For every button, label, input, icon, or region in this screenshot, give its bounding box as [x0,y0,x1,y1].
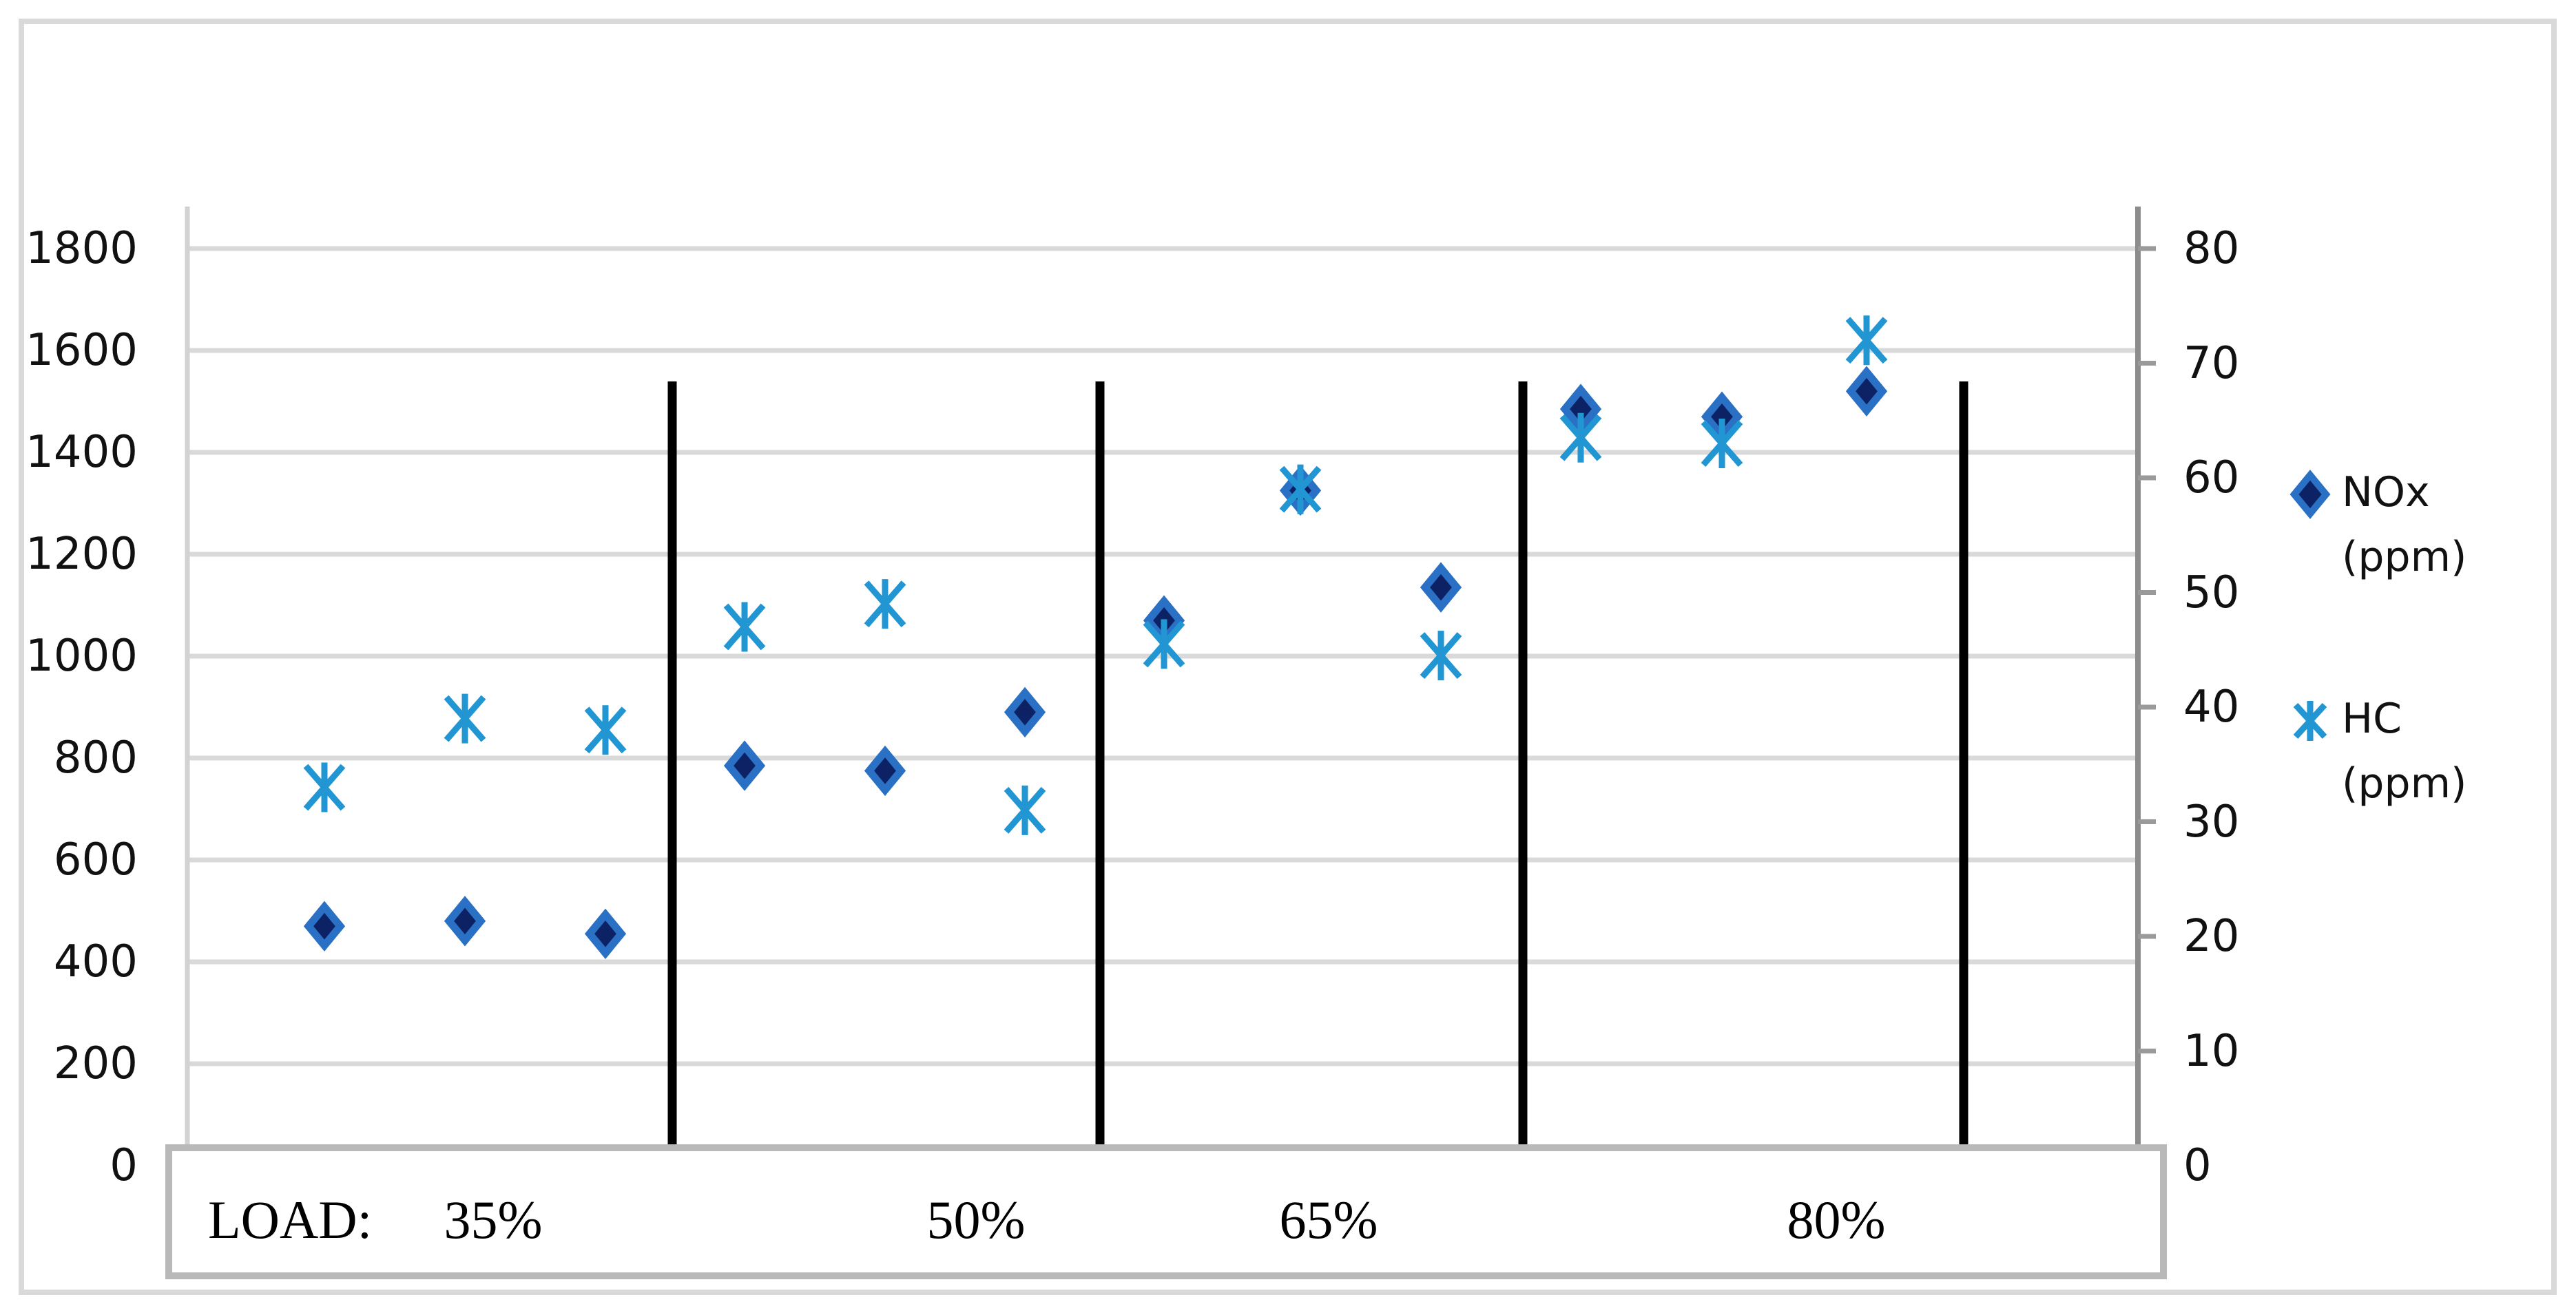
left-axis-tick-label: 1200 [25,529,138,580]
x-axis-category-label: 35% [444,1190,543,1250]
hc-marker [1845,315,1888,366]
hc-marker [1143,619,1185,669]
left-axis-tick-label: 200 [53,1038,138,1089]
hc-marker [1420,631,1462,681]
nox-marker [584,908,627,959]
right-axis-tick-label: 30 [2183,796,2240,848]
left-axis-tick-label: 800 [53,733,138,784]
hc-marker [1701,419,1743,469]
legend-label-hc-line1: HC [2342,695,2402,743]
right-axis-tick-label: 20 [2183,911,2240,962]
right-axis-tick-label: 10 [2183,1025,2240,1077]
right-axis-tick-label: 0 [2183,1140,2212,1191]
legend-item-nox: NOx (ppm) [2284,460,2466,589]
legend-label-hc: HC (ppm) [2342,686,2466,816]
right-axis-tick-label: 60 [2183,452,2240,503]
hc-marker [1559,412,1602,463]
nox-marker [444,896,486,947]
x-axis-prefix: LOAD: [208,1190,373,1250]
right-axis-tick-label: 70 [2183,337,2240,389]
left-axis-tick-label: 1000 [25,631,138,682]
legend-item-hc: HC (ppm) [2284,686,2466,816]
load-label-box [165,1144,2167,1279]
figure-border [19,19,2557,1295]
nox-marker [864,745,906,797]
hc-marker [864,579,906,629]
left-axis-tick-label: 1400 [25,427,138,478]
x-axis-category-label: 50% [926,1190,1026,1250]
hc-marker [303,762,346,812]
left-axis-tick-label: 400 [53,936,138,987]
left-axis-tick-label: 1800 [25,223,138,274]
x-axis-category-label: 80% [1787,1190,1886,1250]
right-axis-tick-label: 80 [2183,223,2240,274]
hc-marker [444,693,486,744]
nox-diamond-icon [2289,470,2331,519]
hc-marker [1004,785,1046,835]
hc-asterisk-icon [2293,701,2327,741]
hc-marker [584,705,627,755]
hc-marker [1279,464,1322,514]
legend-label-hc-line2: (ppm) [2342,759,2467,808]
legend-label-nox: NOx (ppm) [2342,460,2466,589]
nox-marker [1420,562,1462,613]
right-axis-tick-label: 50 [2183,567,2240,618]
hc-marker [723,602,766,652]
left-axis-tick-label: 600 [53,834,138,885]
right-axis-tick-label: 40 [2183,682,2240,733]
nox-marker [1845,366,1888,417]
nox-marker [723,740,766,791]
nox-marker [1004,686,1046,738]
x-axis-category-label: 65% [1279,1190,1378,1250]
legend-label-nox-line1: NOx [2342,468,2430,516]
nox-marker [303,901,346,952]
left-axis-tick-label: 0 [110,1140,138,1191]
legend-label-nox-line2: (ppm) [2342,533,2467,581]
left-axis-tick-label: 1600 [25,325,138,376]
